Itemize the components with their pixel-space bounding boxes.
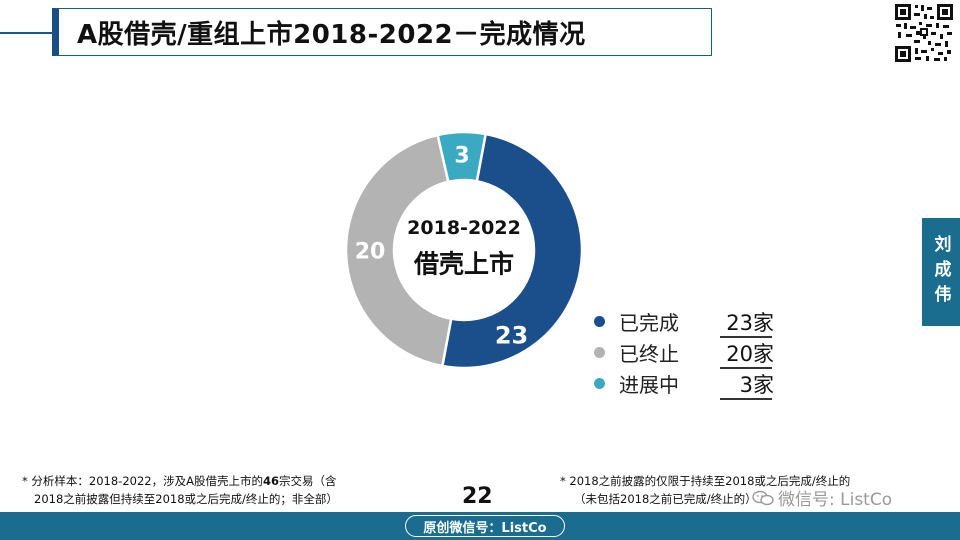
- legend-item-in-progress: 进展中 3家: [590, 368, 780, 400]
- footnote-right: * 2018之前披露的仅限于持续至2018或之后完成/终止的 （未包括2018之…: [560, 472, 850, 508]
- legend-item-terminated: 已终止 20家: [590, 337, 780, 369]
- qr-code-icon: [893, 2, 955, 64]
- watermark-text: 微信号: ListCo: [778, 490, 893, 510]
- footnote-text: * 分析样本：2018-2022，涉及A股借壳上市的: [22, 474, 263, 488]
- chart-legend: 已完成 23家 已终止 20家 进展中 3家: [590, 306, 780, 400]
- title-frame: A股借壳/重组上市2018-2022－完成情况: [52, 8, 712, 56]
- center-label-years: 2018-2022: [407, 217, 521, 239]
- footnote-text: 宗交易（含: [278, 474, 337, 488]
- legend-count: 20家: [726, 341, 774, 366]
- slice-in-progress: [436, 130, 488, 184]
- author-side-tab: 刘成伟: [922, 218, 960, 326]
- page-title: A股借壳/重组上市2018-2022－完成情况: [77, 19, 586, 50]
- watermark: 微信号: ListCo: [752, 485, 892, 510]
- footnote-left: * 分析样本：2018-2022，涉及A股借壳上市的46宗交易（含 2018之前…: [22, 472, 338, 508]
- center-label-title: 借壳上市: [413, 250, 514, 279]
- footer-label: 原创微信号：ListCo: [405, 515, 565, 537]
- data-label-in-progress: 3: [454, 144, 469, 169]
- legend-underline: [720, 336, 772, 338]
- legend-underline: [720, 367, 772, 369]
- legend-count: 3家: [739, 372, 774, 397]
- slice-terminated: [344, 133, 453, 368]
- footnote-count: 46: [262, 474, 279, 488]
- page-number: 22: [462, 484, 493, 509]
- footnote-right-line2: （未包括2018之前已完成/终止的）: [574, 492, 757, 506]
- legend-underline: [720, 398, 772, 400]
- legend-item-completed: 已完成 23家: [590, 306, 780, 338]
- legend-label: 已完成: [619, 311, 679, 335]
- footnote-right-line1: * 2018之前披露的仅限于持续至2018或之后完成/终止的: [560, 474, 851, 488]
- donut-chart: 23 20 3 2018-2022 借壳上市: [344, 130, 584, 370]
- legend-label: 进展中: [619, 373, 679, 397]
- footnote-left-line1: * 分析样本：2018-2022，涉及A股借壳上市的46宗交易（含: [22, 472, 338, 490]
- legend-swatch: [594, 378, 605, 389]
- author-name: 刘成伟: [930, 234, 951, 310]
- title-rule: [0, 32, 52, 34]
- wechat-icon: [752, 490, 774, 505]
- legend-count: 23家: [726, 310, 774, 335]
- data-label-terminated: 20: [355, 239, 386, 264]
- slice-completed: [440, 132, 584, 370]
- legend-swatch: [594, 347, 605, 358]
- footer-bar: [0, 512, 960, 540]
- data-label-completed: 23: [495, 322, 528, 350]
- legend-label: 已终止: [619, 342, 679, 366]
- legend-swatch: [594, 316, 605, 327]
- footnote-left-line2: 2018之前披露但持续至2018或之后完成/终止的；非全部）: [34, 492, 338, 506]
